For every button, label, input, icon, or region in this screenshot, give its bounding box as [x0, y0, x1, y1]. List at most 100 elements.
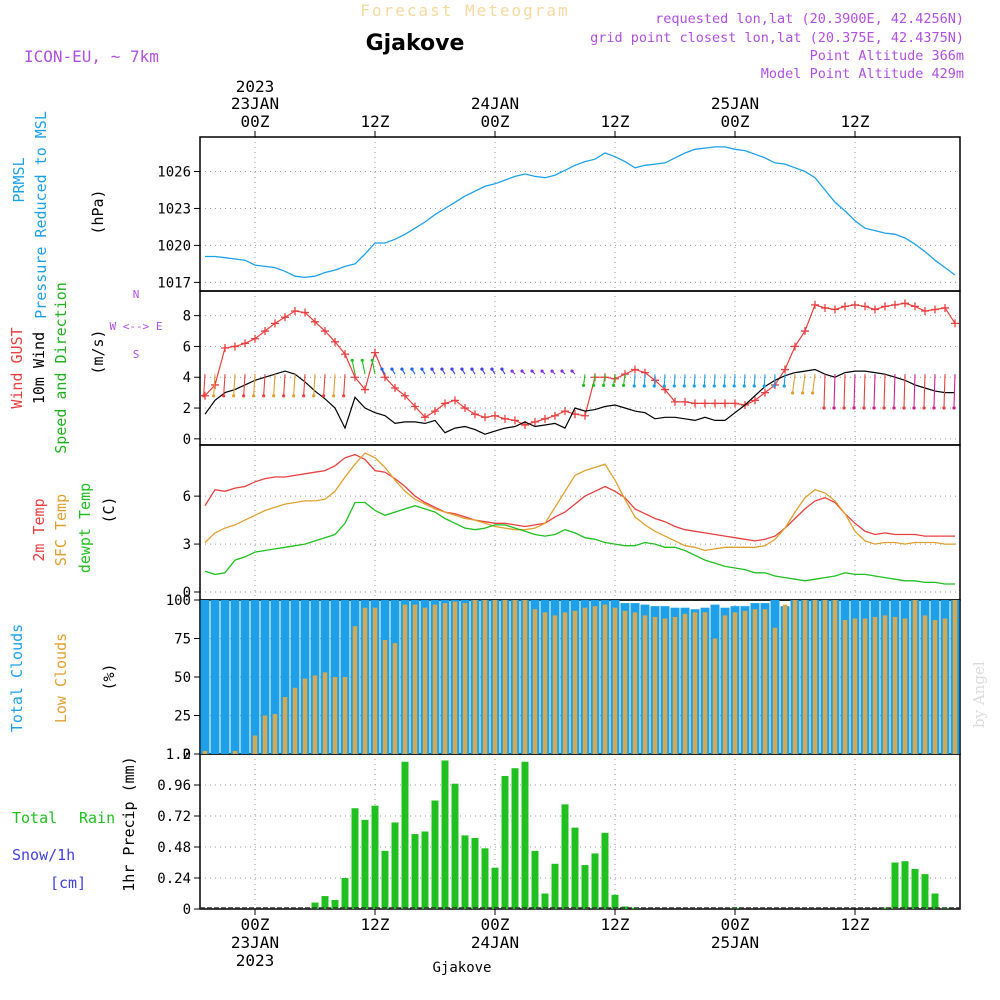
- low-cloud-bar: [932, 620, 938, 754]
- precip-snow-label: Snow/1h: [12, 846, 75, 864]
- wind-arrow-head: [540, 369, 544, 373]
- wind-direction-arrow: [213, 374, 216, 396]
- low-cloud-bar: [312, 675, 318, 754]
- total-cloud-bar: [300, 600, 310, 754]
- low-cloud-bar: [332, 677, 338, 754]
- wind-direction-arrow: [371, 360, 376, 375]
- gust-marker: [731, 399, 739, 408]
- low-cloud-bar: [922, 615, 928, 754]
- model-altitude: Model Point Altitude 429m: [761, 66, 964, 82]
- model-label: ICON-EU, ~ 7km: [24, 47, 159, 66]
- wind-arrow-head: [732, 384, 736, 388]
- wind-arrow-head: [490, 367, 494, 371]
- low-cloud-bar: [832, 600, 838, 754]
- wind-arrow-head: [682, 384, 686, 388]
- low-cloud-bar: [722, 615, 728, 754]
- low-cloud-bar: [652, 616, 658, 754]
- temp-2m-line: [204, 453, 955, 542]
- gust-marker: [791, 342, 799, 351]
- precip-bar: [371, 805, 379, 909]
- bottom-time-label: 24JAN: [471, 933, 519, 952]
- low-cloud-bar: [412, 604, 418, 754]
- wind-direction-arrow: [583, 374, 586, 386]
- wind-arrow-head: [550, 369, 554, 373]
- wind-arrow-head: [581, 383, 586, 388]
- wind-direction-arrow: [233, 374, 236, 396]
- precip-bar: [511, 768, 519, 909]
- wind-direction-arrow: [833, 374, 836, 409]
- wind-direction-arrow: [733, 374, 736, 387]
- compass-west-east: W <--> E: [110, 320, 163, 333]
- bottom-time-label: 00Z: [481, 915, 510, 934]
- precip-bar: [431, 800, 439, 909]
- wind-direction-arrow: [633, 374, 636, 387]
- bottom-time-label: 00Z: [241, 915, 270, 934]
- wind-direction-arrow: [293, 374, 296, 396]
- bottom-time-label: 25JAN: [711, 933, 759, 952]
- low-cloud-bar: [252, 735, 258, 754]
- top-time-label: 00Z: [721, 112, 750, 131]
- gust-marker: [291, 307, 299, 316]
- y-tick-label: 3: [183, 537, 191, 553]
- y-tick-label: 1026: [157, 164, 191, 180]
- low-cloud-bar: [462, 603, 468, 754]
- low-cloud-bar: [492, 600, 498, 754]
- wind-arrow-head: [902, 406, 906, 410]
- watermark: by Angel: [970, 661, 988, 728]
- bottom-time-label: 00Z: [721, 915, 750, 934]
- wind-arrow-head: [662, 384, 666, 388]
- gust-marker: [271, 319, 279, 328]
- low-cloud-bar: [392, 643, 398, 754]
- low-cloud-bar: [802, 600, 808, 754]
- temp-panel-frame: [199, 444, 961, 601]
- gust-marker: [231, 342, 239, 351]
- precip-bar: [921, 874, 929, 909]
- wind-arrow-head: [370, 358, 374, 362]
- low-cloud-bar: [372, 607, 378, 754]
- gust-marker: [511, 416, 519, 425]
- pressure-unit: (hPa): [89, 189, 107, 234]
- precip-bar: [411, 834, 419, 909]
- gust-marker: [921, 307, 929, 316]
- low-cloud-bar: [612, 607, 618, 754]
- precip-bar: [521, 761, 529, 909]
- wind-direction-arrow: [351, 360, 356, 375]
- wind-arrow-head: [500, 367, 504, 371]
- gust-marker: [441, 399, 449, 408]
- precip-bar: [451, 783, 459, 909]
- gust-marker: [861, 302, 869, 311]
- wind-arrow-head: [621, 383, 626, 388]
- precip-bar: [461, 835, 469, 909]
- top-time-label: 12Z: [841, 112, 870, 131]
- wind-arrow-head: [692, 384, 696, 388]
- wind-direction-arrow: [823, 374, 826, 409]
- wind-arrow-head: [832, 406, 836, 410]
- wind-direction-arrow: [783, 374, 786, 387]
- gust-marker: [681, 397, 689, 406]
- wind-arrow-head: [262, 394, 266, 398]
- low-cloud-bar: [282, 697, 288, 754]
- wind-direction-arrow: [723, 374, 726, 387]
- wind-arrow-head: [272, 394, 276, 398]
- wind-arrow-head: [242, 394, 246, 398]
- wind-direction-arrow: [853, 374, 856, 409]
- wind-direction-arrow: [283, 374, 286, 396]
- low-cloud-bar: [472, 600, 478, 754]
- gust-marker: [871, 305, 879, 314]
- wind-direction-arrow: [303, 374, 306, 396]
- low-cloud-bar: [752, 609, 758, 754]
- precip-cm-label: [cm]: [50, 874, 86, 892]
- gust-marker: [911, 302, 919, 311]
- gust-marker: [331, 337, 339, 346]
- gust-marker: [951, 319, 959, 328]
- bottom-time-label: 12Z: [841, 915, 870, 934]
- precip-bar: [501, 775, 509, 909]
- wind-arrow-head: [591, 383, 596, 388]
- y-tick-label: 0.72: [157, 809, 191, 825]
- precip-unit: 1hr Precip (mm): [120, 756, 138, 891]
- wind-arrow-head: [510, 369, 514, 373]
- low-cloud-bar: [872, 616, 878, 754]
- y-tick-label: 1.2: [166, 747, 191, 763]
- wind-direction-arrow: [792, 374, 796, 394]
- wind-10m-label: 10m Wind: [30, 332, 48, 404]
